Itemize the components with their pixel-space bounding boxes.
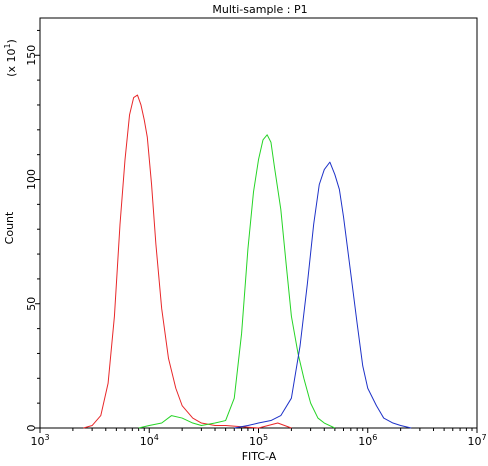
y-tick-label: 50 (25, 297, 38, 311)
x-tick-label: 107 (467, 433, 486, 448)
series-line-1 (83, 94, 292, 429)
x-tick-label: 103 (30, 433, 49, 448)
y-multiplier-label: (x 101) (3, 39, 18, 77)
x-axis: 103 104 105 106 107 (30, 428, 487, 448)
y-tick-label: 0 (25, 425, 38, 432)
x-tick-label: 106 (358, 433, 377, 448)
y-tick-label: 150 (25, 45, 38, 66)
plot-area (39, 17, 478, 429)
svg-text:(x 101): (x 101) (3, 39, 18, 77)
x-tick-label: 105 (249, 433, 268, 448)
x-tick-label: 104 (140, 433, 159, 448)
series-line-2 (138, 134, 336, 429)
y-multiplier-base: (x 10 (5, 49, 18, 77)
y-tick-label: 100 (25, 169, 38, 190)
series-line-3 (234, 161, 412, 429)
y-axis: 0 50 100 150 (25, 29, 40, 432)
y-multiplier-exp: 1 (3, 43, 12, 48)
series-group (83, 94, 412, 429)
chart-title: Multi-sample : P1 (212, 3, 307, 16)
y-axis-title: Count (3, 211, 16, 244)
y-multiplier-close: ) (5, 39, 18, 43)
plot-frame (39, 17, 478, 429)
x-axis-title: FITC-A (242, 450, 277, 463)
